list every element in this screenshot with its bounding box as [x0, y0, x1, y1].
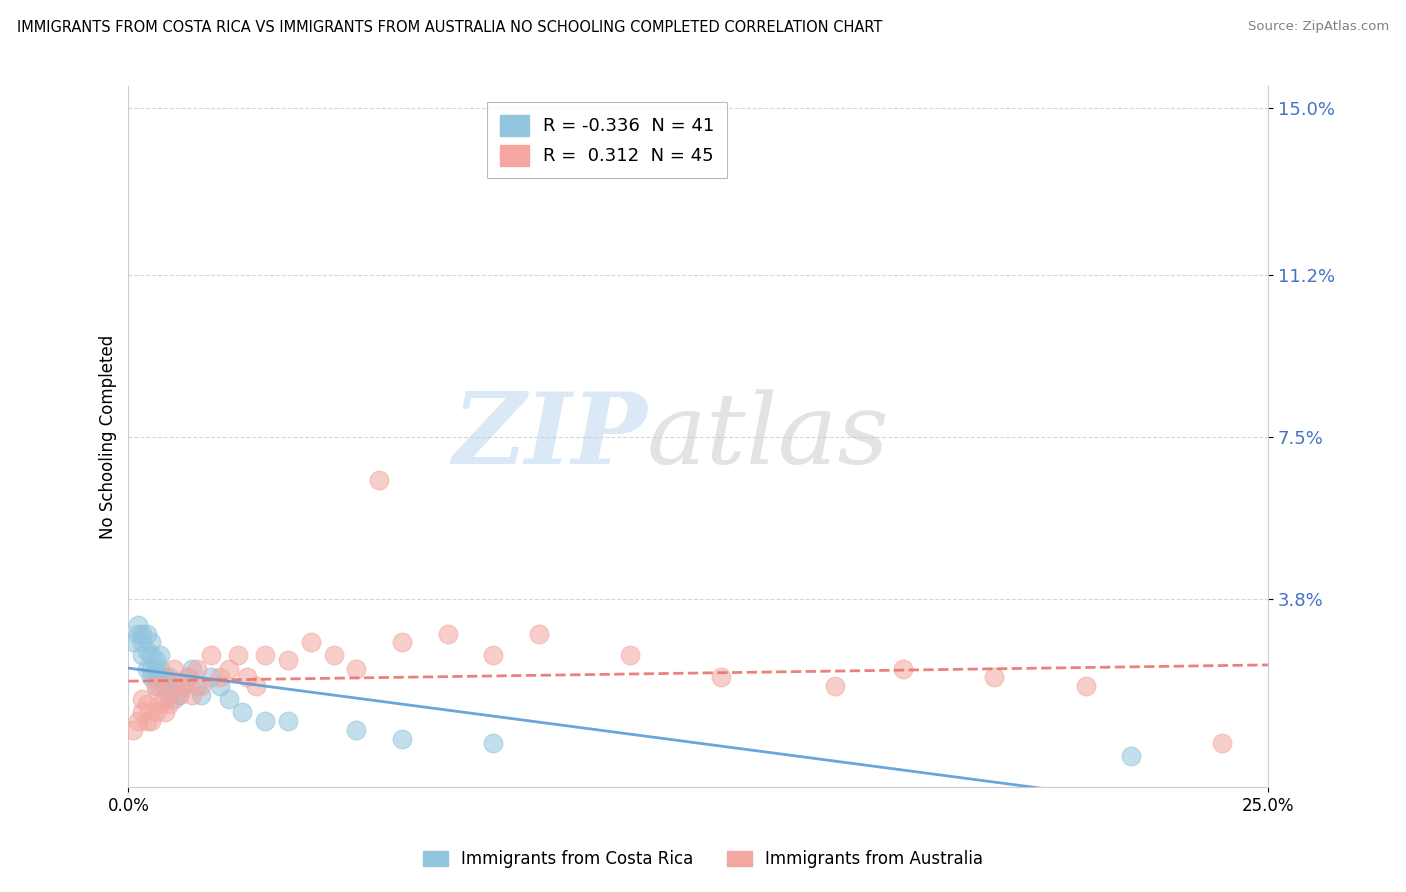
Point: [145, 653, 167, 667]
Point: [127, 618, 149, 632]
Point: [153, 670, 176, 684]
Point: [153, 692, 176, 706]
Point: [218, 692, 240, 706]
Point: [163, 692, 186, 706]
Point: [277, 653, 299, 667]
Point: [277, 714, 299, 728]
Point: [172, 679, 194, 693]
Point: [983, 670, 1005, 684]
Text: atlas: atlas: [647, 389, 890, 484]
Point: [141, 714, 163, 728]
Point: [208, 679, 231, 693]
Point: [159, 670, 181, 684]
Text: ZIP: ZIP: [451, 388, 647, 485]
Point: [391, 731, 413, 746]
Point: [824, 679, 846, 693]
Point: [177, 670, 200, 684]
Point: [135, 626, 157, 640]
Point: [141, 670, 163, 684]
Point: [145, 662, 167, 676]
Point: [1074, 679, 1097, 693]
Point: [254, 714, 277, 728]
Point: [190, 688, 212, 702]
Point: [299, 635, 322, 649]
Point: [141, 662, 163, 676]
Point: [482, 736, 505, 750]
Point: [891, 662, 914, 676]
Point: [122, 723, 145, 737]
Point: [181, 688, 204, 702]
Point: [131, 706, 153, 720]
Point: [145, 679, 167, 693]
Point: [131, 635, 153, 649]
Point: [167, 688, 190, 702]
Point: [167, 688, 190, 702]
Point: [368, 474, 391, 488]
Point: [149, 679, 172, 693]
Point: [141, 635, 163, 649]
Point: [131, 692, 153, 706]
Point: [127, 714, 149, 728]
Point: [153, 706, 176, 720]
Point: [190, 679, 212, 693]
Point: [322, 648, 344, 663]
Point: [149, 697, 172, 711]
Legend: R = -0.336  N = 41, R =  0.312  N = 45: R = -0.336 N = 41, R = 0.312 N = 45: [486, 103, 727, 178]
Point: [131, 648, 153, 663]
Point: [135, 697, 157, 711]
Point: [236, 670, 259, 684]
Point: [436, 626, 458, 640]
Point: [344, 662, 367, 676]
Point: [391, 635, 413, 649]
Point: [200, 670, 222, 684]
Point: [710, 670, 733, 684]
Point: [153, 679, 176, 693]
Point: [163, 662, 186, 676]
Point: [1211, 736, 1233, 750]
Point: [135, 714, 157, 728]
Point: [159, 688, 181, 702]
Point: [200, 648, 222, 663]
Point: [619, 648, 641, 663]
Point: [141, 648, 163, 663]
Point: [181, 662, 204, 676]
Point: [149, 670, 172, 684]
Point: [186, 679, 208, 693]
Point: [163, 679, 186, 693]
Point: [122, 635, 145, 649]
Text: Source: ZipAtlas.com: Source: ZipAtlas.com: [1249, 20, 1389, 33]
Point: [482, 648, 505, 663]
Point: [231, 706, 253, 720]
Point: [135, 644, 157, 658]
Point: [131, 626, 153, 640]
Point: [172, 679, 194, 693]
Point: [145, 679, 167, 693]
Point: [226, 648, 249, 663]
Point: [149, 662, 172, 676]
Point: [149, 648, 172, 663]
Point: [135, 662, 157, 676]
Y-axis label: No Schooling Completed: No Schooling Completed: [100, 334, 117, 539]
Point: [127, 626, 149, 640]
Point: [218, 662, 240, 676]
Legend: Immigrants from Costa Rica, Immigrants from Australia: Immigrants from Costa Rica, Immigrants f…: [416, 844, 990, 875]
Point: [245, 679, 267, 693]
Point: [527, 626, 550, 640]
Point: [159, 697, 181, 711]
Point: [145, 706, 167, 720]
Text: IMMIGRANTS FROM COSTA RICA VS IMMIGRANTS FROM AUSTRALIA NO SCHOOLING COMPLETED C: IMMIGRANTS FROM COSTA RICA VS IMMIGRANTS…: [17, 20, 882, 35]
Point: [163, 679, 186, 693]
Point: [344, 723, 367, 737]
Point: [1121, 749, 1143, 764]
Point: [186, 662, 208, 676]
Point: [177, 670, 200, 684]
Point: [208, 670, 231, 684]
Point: [254, 648, 277, 663]
